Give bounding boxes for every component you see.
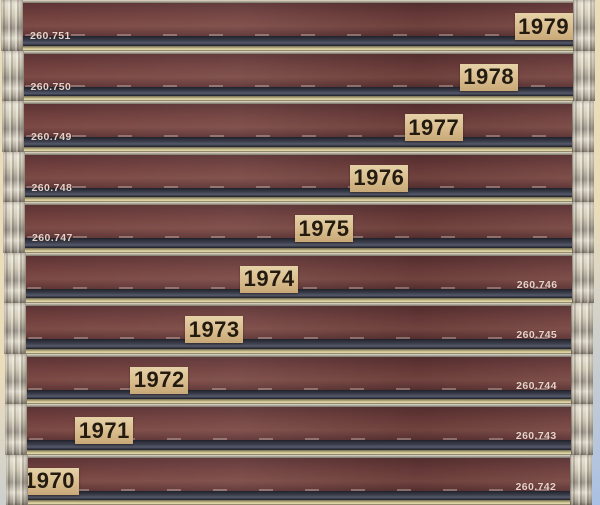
case-shadow-band bbox=[1, 86, 595, 96]
cd-case-spine: 260.744 1972 bbox=[4, 353, 593, 404]
case-top-edge bbox=[2, 151, 595, 155]
case-bottom-edge bbox=[5, 500, 593, 505]
case-shadow-band bbox=[4, 389, 593, 399]
year-label-sticker: 1975 bbox=[295, 215, 353, 242]
case-right-hinge bbox=[572, 101, 595, 152]
case-left-hinge bbox=[1, 50, 24, 101]
cd-case-spine: 260.745 1973 bbox=[4, 303, 594, 354]
case-shadow-band bbox=[2, 187, 595, 197]
case-top-edge bbox=[3, 202, 594, 205]
case-left-hinge bbox=[3, 202, 25, 253]
year-label-sticker: 1978 bbox=[459, 63, 518, 91]
catalog-number: 260.743 bbox=[515, 430, 557, 442]
case-shadow-band bbox=[3, 238, 594, 248]
case-top-edge bbox=[4, 353, 593, 357]
cd-case-spine: 260.749 1977 bbox=[2, 101, 595, 152]
year-label-sticker: 1979 bbox=[514, 13, 573, 40]
case-right-hinge bbox=[571, 202, 594, 253]
year-label-sticker: 1973 bbox=[185, 316, 244, 343]
catalog-number: 260.744 bbox=[516, 379, 557, 392]
case-bottom-edge bbox=[5, 449, 593, 455]
case-bottom-edge bbox=[2, 197, 595, 202]
case-bottom-edge bbox=[3, 298, 594, 303]
case-top-edge bbox=[5, 454, 593, 458]
case-left-hinge bbox=[1, 0, 23, 51]
case-shadow-band bbox=[3, 288, 594, 298]
case-left-hinge bbox=[2, 151, 25, 202]
cd-case-spine: 260.750 1978 bbox=[1, 50, 595, 101]
cd-case-spine: 260.747 1975 bbox=[3, 202, 594, 253]
case-shadow-band bbox=[2, 137, 595, 147]
cd-case-spine: 260.742 1970 bbox=[5, 454, 593, 505]
case-shadow-band bbox=[1, 36, 595, 46]
spine-card: 260.748 bbox=[2, 154, 595, 194]
year-label-sticker: 1970 bbox=[20, 467, 79, 495]
case-shadow-band bbox=[5, 440, 593, 450]
case-right-hinge bbox=[572, 151, 595, 202]
year-label-sticker: 1971 bbox=[75, 417, 134, 444]
year-label-sticker: 1974 bbox=[240, 265, 299, 293]
case-right-hinge bbox=[570, 404, 593, 455]
case-left-hinge bbox=[3, 252, 26, 303]
case-right-hinge bbox=[572, 50, 595, 101]
case-right-hinge bbox=[573, 0, 595, 51]
cd-case-spine: 260.748 1976 bbox=[2, 151, 595, 202]
case-bottom-edge bbox=[4, 348, 594, 354]
case-top-edge bbox=[4, 303, 594, 306]
case-bottom-edge bbox=[1, 45, 595, 51]
case-top-edge bbox=[2, 101, 595, 104]
catalog-number: 260.745 bbox=[516, 329, 558, 341]
catalog-number: 260.750 bbox=[30, 80, 72, 93]
case-top-edge bbox=[3, 252, 594, 256]
case-left-hinge bbox=[4, 353, 27, 404]
cd-case-spine: 260.746 1974 bbox=[3, 252, 594, 303]
case-right-hinge bbox=[571, 303, 594, 354]
case-right-hinge bbox=[570, 454, 593, 505]
case-left-hinge bbox=[4, 303, 26, 354]
case-left-hinge bbox=[5, 454, 28, 505]
case-top-edge bbox=[5, 404, 593, 407]
spine-card: 260.751 bbox=[1, 3, 595, 42]
case-left-hinge bbox=[5, 404, 27, 455]
case-right-hinge bbox=[570, 353, 593, 404]
case-bottom-edge bbox=[1, 96, 595, 101]
spine-card: 260.746 bbox=[3, 255, 594, 291]
case-right-hinge bbox=[571, 252, 594, 303]
case-shadow-band bbox=[4, 339, 594, 349]
catalog-number: 260.751 bbox=[30, 30, 71, 42]
catalog-number: 260.742 bbox=[515, 480, 557, 493]
cd-case-spine: 260.751 1979 bbox=[1, 0, 595, 51]
case-top-edge bbox=[1, 0, 595, 3]
case-bottom-edge bbox=[2, 146, 595, 152]
catalog-number: 260.746 bbox=[516, 278, 558, 291]
cd-case-spine: 260.743 1971 bbox=[5, 404, 593, 455]
catalog-number: 260.749 bbox=[31, 131, 72, 143]
spine-card: 260.742 bbox=[5, 457, 593, 493]
catalog-number: 260.747 bbox=[32, 232, 73, 244]
year-label-sticker: 1976 bbox=[349, 164, 408, 192]
case-bottom-edge bbox=[4, 399, 593, 404]
case-shadow-band bbox=[5, 490, 593, 500]
year-label-sticker: 1977 bbox=[404, 114, 463, 141]
spine-card: 260.744 bbox=[4, 356, 593, 392]
year-label-sticker: 1972 bbox=[130, 366, 189, 394]
spine-card: 260.749 bbox=[2, 104, 595, 143]
case-top-edge bbox=[1, 50, 595, 54]
catalog-number: 260.748 bbox=[31, 181, 73, 194]
spine-card: 260.745 bbox=[4, 306, 594, 341]
case-left-hinge bbox=[2, 101, 24, 152]
case-bottom-edge bbox=[3, 247, 594, 253]
